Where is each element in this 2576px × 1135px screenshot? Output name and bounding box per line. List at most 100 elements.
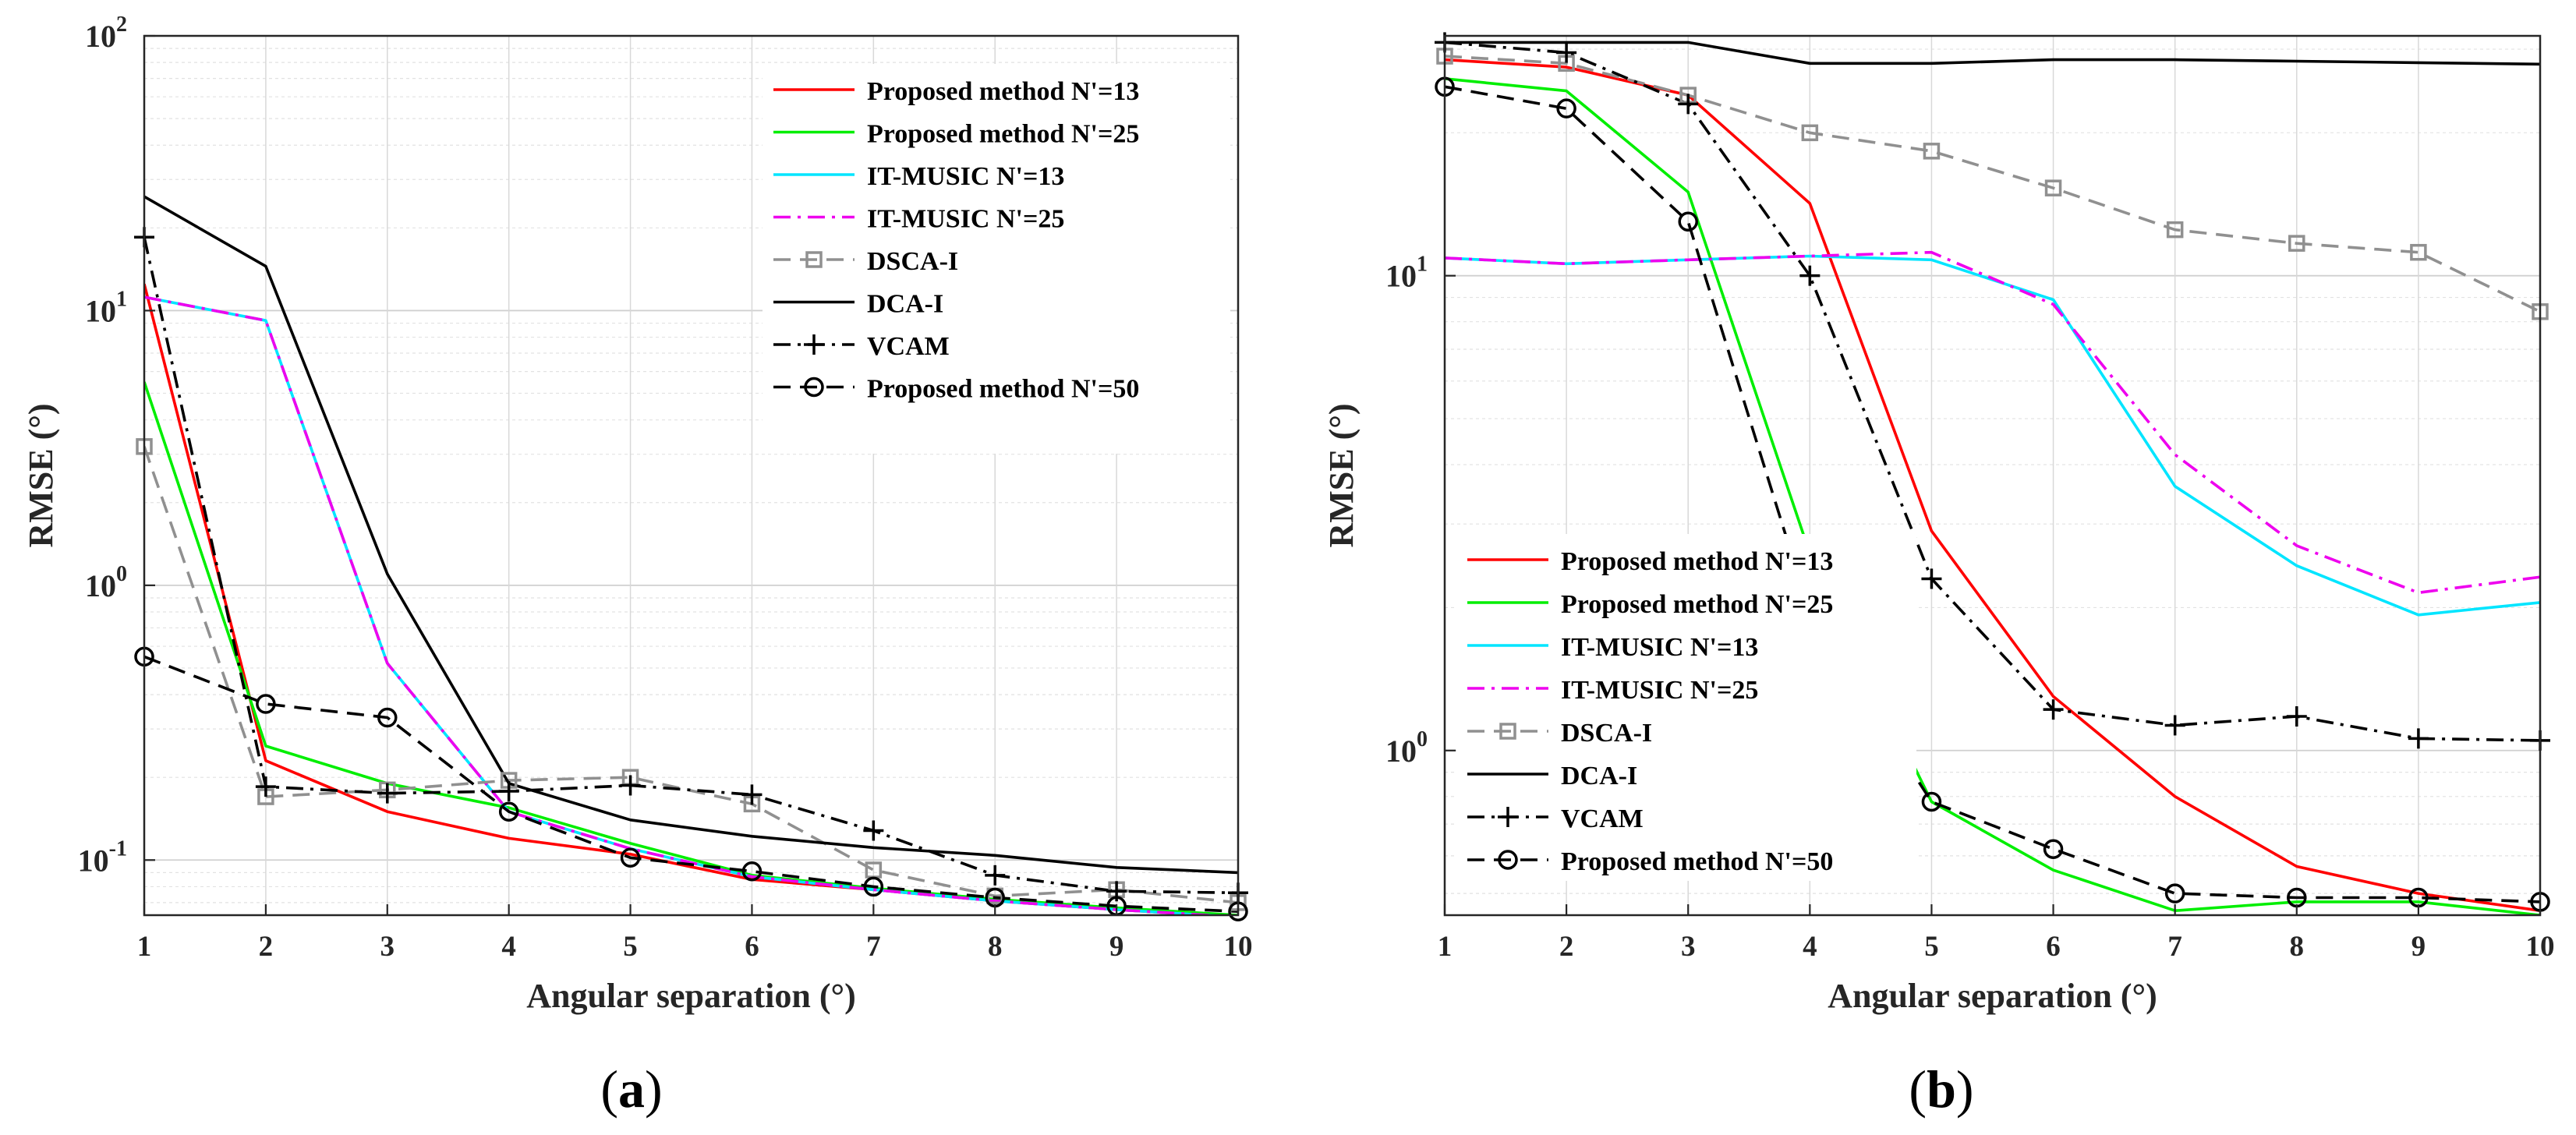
y-tick-base: 10 xyxy=(1385,259,1417,294)
y-tick-exp: 0 xyxy=(1417,727,1428,751)
data-point-6-2 xyxy=(377,783,398,804)
data-point-7-5 xyxy=(2043,839,2064,859)
y-tick-exp: 1 xyxy=(1417,253,1428,277)
legend-entry-0: Proposed method N'=13 xyxy=(867,77,1139,106)
y-tick-label: 101 xyxy=(1385,253,1428,294)
data-point-6-3 xyxy=(1799,265,1821,286)
legend-entry-4: DSCA-I xyxy=(867,247,958,276)
legend-marker-7 xyxy=(1498,850,1518,870)
legend-marker-4 xyxy=(1499,723,1516,740)
legend-entry-4: DSCA-I xyxy=(1561,719,1652,748)
x-tick-label: 5 xyxy=(623,931,638,963)
series-group-b xyxy=(1445,41,2540,915)
x-axis-label: Angular separation (°) xyxy=(1828,977,2157,1015)
y-tick-base: 10 xyxy=(1385,734,1417,769)
series-line-7 xyxy=(1445,85,2540,903)
series-line-4 xyxy=(144,446,1238,904)
legend-a: Proposed method N'=13 Proposed method N'=… xyxy=(763,64,1230,454)
y-tick-exp: -1 xyxy=(109,836,127,861)
x-tick-label: 7 xyxy=(866,931,881,963)
y-tick-base: 10 xyxy=(78,843,109,878)
legend-entry-2: IT-MUSIC N'=13 xyxy=(1561,633,1758,662)
data-point-6-3 xyxy=(498,781,519,802)
y-tick-label: 100 xyxy=(85,562,127,603)
x-tick-label: 4 xyxy=(501,931,516,963)
series-line-6 xyxy=(144,236,1238,895)
data-point-6-6 xyxy=(863,820,884,841)
x-tick-label: 2 xyxy=(259,931,274,963)
series-line-3 xyxy=(1445,250,2540,595)
x-tick-label: 6 xyxy=(745,931,759,963)
axes-box-a xyxy=(143,34,1240,917)
x-tick-label: 9 xyxy=(1109,931,1124,963)
legend-marker-6 xyxy=(1498,807,1518,827)
y-tick-label: 101 xyxy=(85,287,127,328)
legend-entry-0: Proposed method N'=13 xyxy=(1561,547,1833,576)
series-group-a xyxy=(144,195,1238,915)
panel-label-a: (a) xyxy=(600,1059,662,1119)
x-tick-label: 5 xyxy=(1924,931,1939,963)
y-tick-label: 102 xyxy=(85,12,127,54)
legend-entry-3: IT-MUSIC N'=25 xyxy=(1561,676,1758,705)
legend-entry-3: IT-MUSIC N'=25 xyxy=(867,205,1064,234)
y-axis-label: RMSE (°) xyxy=(1322,403,1361,547)
y-tick-label: 100 xyxy=(1385,727,1428,769)
data-point-4-5 xyxy=(2044,179,2062,196)
y-tick-label: 10-1 xyxy=(78,836,127,878)
data-point-4-8 xyxy=(2410,243,2427,261)
legend-entry-5: DCA-I xyxy=(867,290,943,319)
data-point-7-6 xyxy=(863,876,884,897)
x-tick-label: 6 xyxy=(2046,931,2061,963)
series-line-7 xyxy=(144,655,1238,913)
data-point-4-4 xyxy=(1923,143,1941,160)
y-tick-base: 10 xyxy=(85,568,116,603)
x-tick-label: 1 xyxy=(137,931,152,963)
data-point-7-5 xyxy=(741,861,763,882)
data-point-7-3 xyxy=(498,801,519,822)
data-point-7-6 xyxy=(2164,883,2185,903)
x-tick-label: 10 xyxy=(1224,931,1253,963)
data-point-6-1 xyxy=(1556,42,1577,63)
legend-marker-7 xyxy=(804,377,824,398)
legend-entry-1: Proposed method N'=25 xyxy=(1561,590,1833,619)
x-tick-label: 2 xyxy=(1559,931,1574,963)
series-line-6 xyxy=(1445,41,2540,742)
legend-b: Proposed method N'=13 Proposed method N'=… xyxy=(1456,534,1916,881)
y-axis-label: RMSE (°) xyxy=(22,403,60,547)
legend-entry-7: Proposed method N'=50 xyxy=(867,375,1139,404)
data-point-7-4 xyxy=(1921,791,1942,812)
legend-marker-4 xyxy=(805,251,823,268)
y-tick-exp: 1 xyxy=(116,287,127,311)
data-point-6-1 xyxy=(255,776,276,797)
data-point-7-4 xyxy=(620,847,641,868)
y-tick-base: 10 xyxy=(85,19,116,54)
data-point-4-3 xyxy=(1801,124,1819,142)
x-tick-label: 1 xyxy=(1438,931,1453,963)
data-point-7-2 xyxy=(1678,211,1698,232)
x-tick-label: 8 xyxy=(2290,931,2305,963)
series-line-5 xyxy=(144,195,1238,875)
legend-entry-7: Proposed method N'=50 xyxy=(1561,847,1833,876)
data-point-6-6 xyxy=(2164,715,2185,736)
data-point-6-4 xyxy=(620,775,641,796)
data-point-6-5 xyxy=(741,784,763,805)
series-line-1 xyxy=(144,381,1238,915)
data-point-6-2 xyxy=(1678,94,1699,115)
markers-a xyxy=(134,227,1248,921)
x-tick-label: 3 xyxy=(380,931,395,963)
data-point-4-7 xyxy=(2288,235,2305,252)
legend-entry-5: DCA-I xyxy=(1561,762,1637,790)
series-line-3 xyxy=(144,295,1231,915)
series-line-4 xyxy=(1445,55,2540,313)
x-tick-label: 10 xyxy=(2526,931,2555,963)
series-line-0 xyxy=(1445,58,2540,912)
data-point-6-8 xyxy=(2408,728,2429,749)
data-point-6-7 xyxy=(2286,705,2307,727)
series-line-1 xyxy=(1445,77,2540,915)
axes-box-b xyxy=(1443,34,2542,917)
data-point-6-5 xyxy=(2043,699,2064,720)
